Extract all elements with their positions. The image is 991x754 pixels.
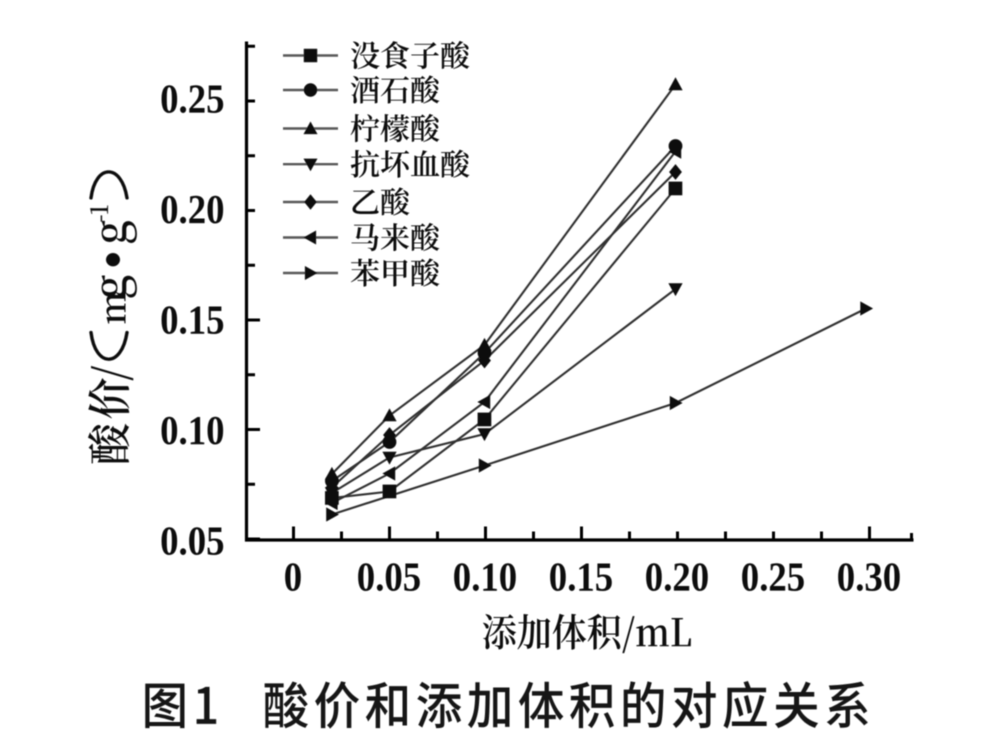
svg-text:0.15: 0.15	[549, 554, 613, 600]
svg-text:0.10: 0.10	[160, 408, 224, 454]
svg-text:0.30: 0.30	[837, 554, 901, 600]
svg-text:0.05: 0.05	[160, 518, 224, 564]
svg-text:0.25: 0.25	[741, 554, 805, 600]
svg-text:0.10: 0.10	[453, 554, 517, 600]
svg-text:0.15: 0.15	[160, 297, 224, 343]
svg-text:0.20: 0.20	[160, 187, 224, 233]
svg-text:0: 0	[284, 554, 302, 600]
svg-text:0.20: 0.20	[645, 554, 709, 600]
svg-text:0.25: 0.25	[160, 76, 224, 122]
svg-text:0.05: 0.05	[357, 554, 421, 600]
